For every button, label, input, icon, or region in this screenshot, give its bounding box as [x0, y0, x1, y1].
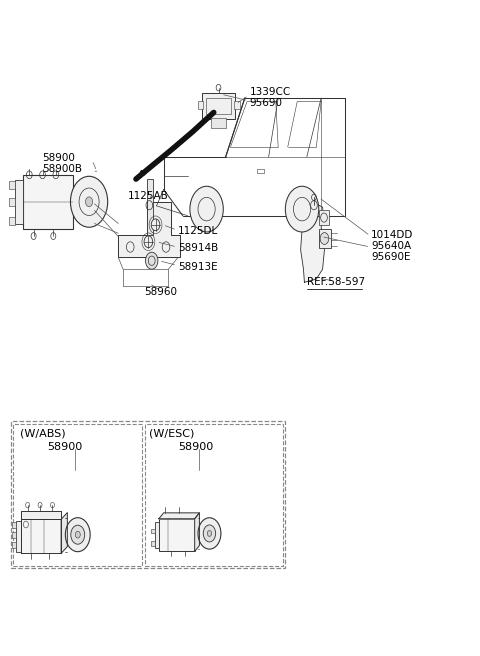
Polygon shape	[61, 512, 67, 554]
Bar	[257, 169, 264, 173]
Bar	[12, 532, 16, 538]
Text: 95690E: 95690E	[371, 252, 411, 262]
Bar	[13, 424, 142, 566]
Text: (W/ESC): (W/ESC)	[149, 429, 195, 439]
Bar	[9, 180, 15, 188]
Text: 58900B: 58900B	[42, 164, 82, 174]
Bar	[151, 529, 155, 533]
Bar	[319, 211, 329, 225]
Text: 1339CC: 1339CC	[250, 87, 291, 96]
Text: 58914B: 58914B	[178, 243, 218, 253]
Bar	[319, 229, 331, 249]
Circle shape	[71, 176, 108, 227]
Bar	[202, 93, 235, 119]
Bar	[12, 542, 16, 548]
Bar	[11, 421, 285, 568]
Circle shape	[198, 518, 221, 549]
Bar	[9, 198, 15, 206]
Polygon shape	[300, 204, 324, 282]
Bar	[144, 424, 283, 566]
Bar	[211, 118, 226, 128]
Circle shape	[151, 219, 160, 231]
Bar	[16, 521, 22, 552]
Circle shape	[207, 531, 212, 537]
Bar	[198, 101, 203, 109]
Text: 1125DL: 1125DL	[178, 226, 218, 236]
Polygon shape	[118, 202, 180, 257]
Text: 58960: 58960	[144, 287, 178, 297]
Text: REF.58-597: REF.58-597	[307, 277, 365, 287]
Circle shape	[320, 233, 329, 245]
Circle shape	[203, 525, 216, 542]
Bar	[15, 180, 23, 224]
Circle shape	[144, 236, 153, 248]
Circle shape	[145, 252, 158, 269]
Text: 58913E: 58913E	[178, 262, 217, 272]
Bar	[151, 541, 155, 546]
Text: 1014DD: 1014DD	[371, 230, 414, 239]
Text: (W/ABS): (W/ABS)	[20, 429, 65, 439]
Bar	[23, 174, 73, 229]
Text: 95640A: 95640A	[371, 241, 411, 251]
Circle shape	[65, 518, 90, 552]
Bar	[206, 98, 231, 113]
Polygon shape	[22, 511, 61, 520]
Polygon shape	[22, 520, 61, 554]
Text: 1125AB: 1125AB	[128, 191, 168, 201]
Bar	[12, 522, 16, 528]
Circle shape	[285, 186, 319, 232]
Circle shape	[85, 197, 93, 207]
Text: 58900: 58900	[47, 442, 82, 452]
Bar	[155, 522, 159, 548]
Bar	[9, 217, 15, 225]
Text: 95690: 95690	[250, 98, 283, 108]
Circle shape	[190, 186, 223, 232]
Polygon shape	[195, 513, 199, 552]
Circle shape	[75, 531, 80, 538]
Text: 58900: 58900	[178, 442, 213, 452]
Text: 58900: 58900	[42, 153, 75, 163]
Bar	[147, 179, 153, 235]
Bar	[234, 101, 240, 109]
Circle shape	[71, 525, 84, 544]
Polygon shape	[159, 513, 199, 519]
Bar	[159, 519, 195, 552]
